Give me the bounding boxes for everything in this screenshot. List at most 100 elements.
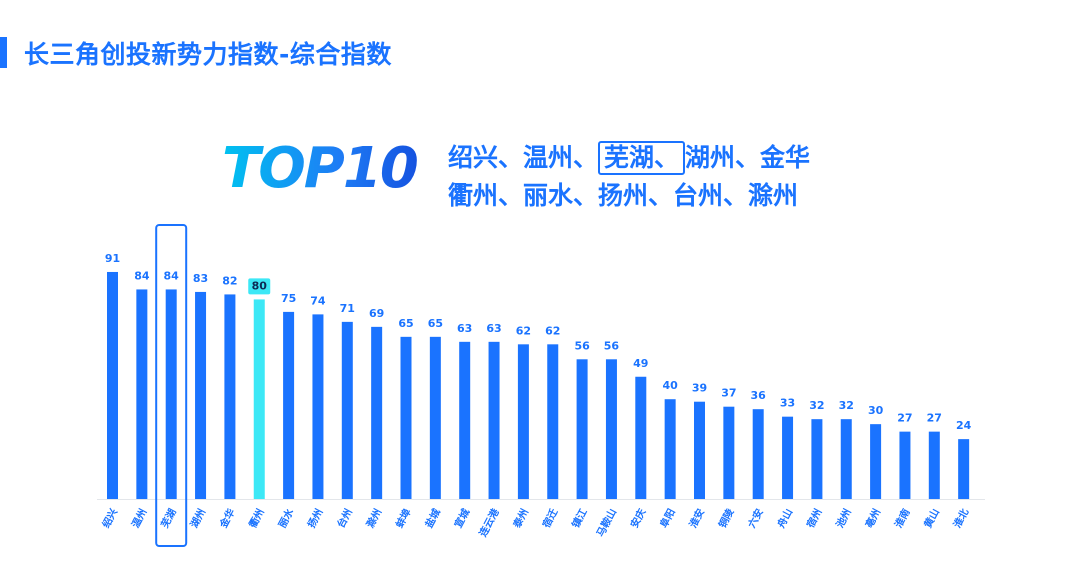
- x-tick-label: 淮北: [950, 506, 971, 530]
- x-tick-label: 金华: [216, 506, 237, 531]
- bar: [547, 344, 559, 499]
- value-label: 37: [721, 387, 736, 400]
- value-label: 80: [252, 279, 268, 292]
- bar: [283, 311, 295, 499]
- x-tick-label: 马鞍山: [594, 506, 620, 539]
- bar: [107, 271, 118, 499]
- bar: [224, 294, 236, 499]
- x-tick-label: 淮安: [686, 506, 707, 530]
- value-label: 62: [516, 324, 531, 337]
- value-label: 24: [956, 419, 972, 432]
- bar: [136, 289, 148, 499]
- x-tick-label: 湖州: [187, 506, 208, 530]
- bar: [723, 406, 735, 499]
- value-label: 62: [545, 324, 560, 337]
- x-tick-label: 台州: [334, 506, 355, 530]
- x-tick-label: 舟山: [774, 506, 795, 530]
- x-tick-label: 池州: [833, 506, 854, 530]
- value-label: 32: [809, 399, 824, 412]
- x-tick-label: 宣城: [451, 506, 472, 530]
- value-label: 84: [164, 269, 180, 282]
- bar: [459, 341, 471, 499]
- bar: [694, 401, 705, 499]
- value-label: 65: [398, 317, 413, 330]
- x-tick-label: 温州: [129, 506, 150, 530]
- top10-line1-part-b: 湖州、金华: [685, 143, 811, 172]
- bar: [341, 321, 353, 499]
- value-label: 39: [692, 382, 707, 395]
- value-label: 40: [662, 379, 678, 392]
- x-tick-label: 连云港: [476, 505, 502, 538]
- value-label: 91: [105, 252, 120, 265]
- bar: [165, 289, 177, 499]
- x-tick-label: 扬州: [305, 506, 326, 530]
- bar: [576, 359, 588, 499]
- x-tick-label: 泰州: [510, 506, 531, 531]
- top10-line1-part-a: 绍兴、温州、: [448, 143, 599, 172]
- value-label: 56: [604, 339, 620, 352]
- x-tick-label: 淮南: [892, 506, 913, 530]
- page-title: 长三角创投新势力指数-综合指数: [24, 40, 392, 69]
- x-tick-label: 蚌埠: [393, 506, 414, 530]
- value-label: 36: [751, 389, 767, 402]
- value-label: 32: [839, 399, 854, 412]
- value-label: 33: [780, 397, 795, 410]
- bar: [400, 336, 412, 499]
- value-label: 83: [193, 272, 208, 285]
- bar: [371, 326, 383, 499]
- bar: [195, 291, 207, 499]
- bar: [752, 409, 764, 499]
- bar: [782, 416, 794, 499]
- bar: [840, 419, 852, 499]
- highlight-frame: [155, 224, 188, 547]
- x-tick-label: 黄山: [921, 506, 942, 530]
- value-label: 63: [486, 322, 501, 335]
- bar: [429, 336, 441, 499]
- value-label: 30: [868, 404, 884, 417]
- x-tick-label: 宿迁: [540, 506, 561, 530]
- bar: [811, 419, 823, 499]
- value-label: 82: [222, 274, 237, 287]
- value-label: 27: [927, 412, 942, 425]
- bar: [928, 431, 940, 499]
- top10-logo: TOP10: [222, 136, 419, 201]
- x-tick-label: 绍兴: [99, 506, 120, 530]
- value-label: 74: [310, 294, 326, 307]
- bar: [253, 299, 265, 499]
- x-tick-label: 阜阳: [657, 506, 678, 530]
- x-tick-label: 宿州: [804, 506, 825, 530]
- top10-list-line-1: 绍兴、温州、 芜湖、 湖州、金华: [448, 138, 811, 175]
- value-label: 75: [281, 292, 296, 305]
- x-tick-label: 衢州: [246, 506, 267, 530]
- bar: [664, 399, 676, 499]
- value-label: 84: [134, 269, 150, 282]
- value-label-highlight-bg: [248, 278, 271, 295]
- top10-highlighted-city: 芜湖、: [598, 141, 686, 175]
- bar: [488, 341, 500, 499]
- x-tick-label: 安庆: [628, 506, 649, 530]
- bar: [312, 314, 324, 499]
- bar: [870, 424, 882, 499]
- value-label: 63: [457, 322, 472, 335]
- x-tick-label: 丽水: [275, 505, 296, 530]
- value-label: 56: [574, 339, 590, 352]
- x-tick-label: 铜陵: [716, 505, 737, 530]
- x-tick-label: 六安: [745, 506, 766, 530]
- bar: [958, 439, 970, 499]
- bar: [899, 431, 911, 499]
- value-label: 65: [428, 317, 443, 330]
- bar: [635, 376, 647, 499]
- value-label: 69: [369, 307, 384, 320]
- top10-list-line-2: 衢州、丽水、扬州、台州、滁州: [448, 181, 799, 210]
- x-tick-label: 盐城: [422, 506, 443, 530]
- x-tick-label: 亳州: [862, 506, 883, 530]
- bar: [517, 344, 529, 499]
- bar: [605, 359, 617, 499]
- value-label: 71: [340, 302, 355, 315]
- x-tick-label: 滁州: [363, 506, 384, 530]
- x-tick-label: 镇江: [569, 506, 590, 530]
- value-label: 49: [633, 357, 648, 370]
- value-label: 27: [897, 412, 912, 425]
- x-tick-label: 芜湖: [158, 506, 179, 530]
